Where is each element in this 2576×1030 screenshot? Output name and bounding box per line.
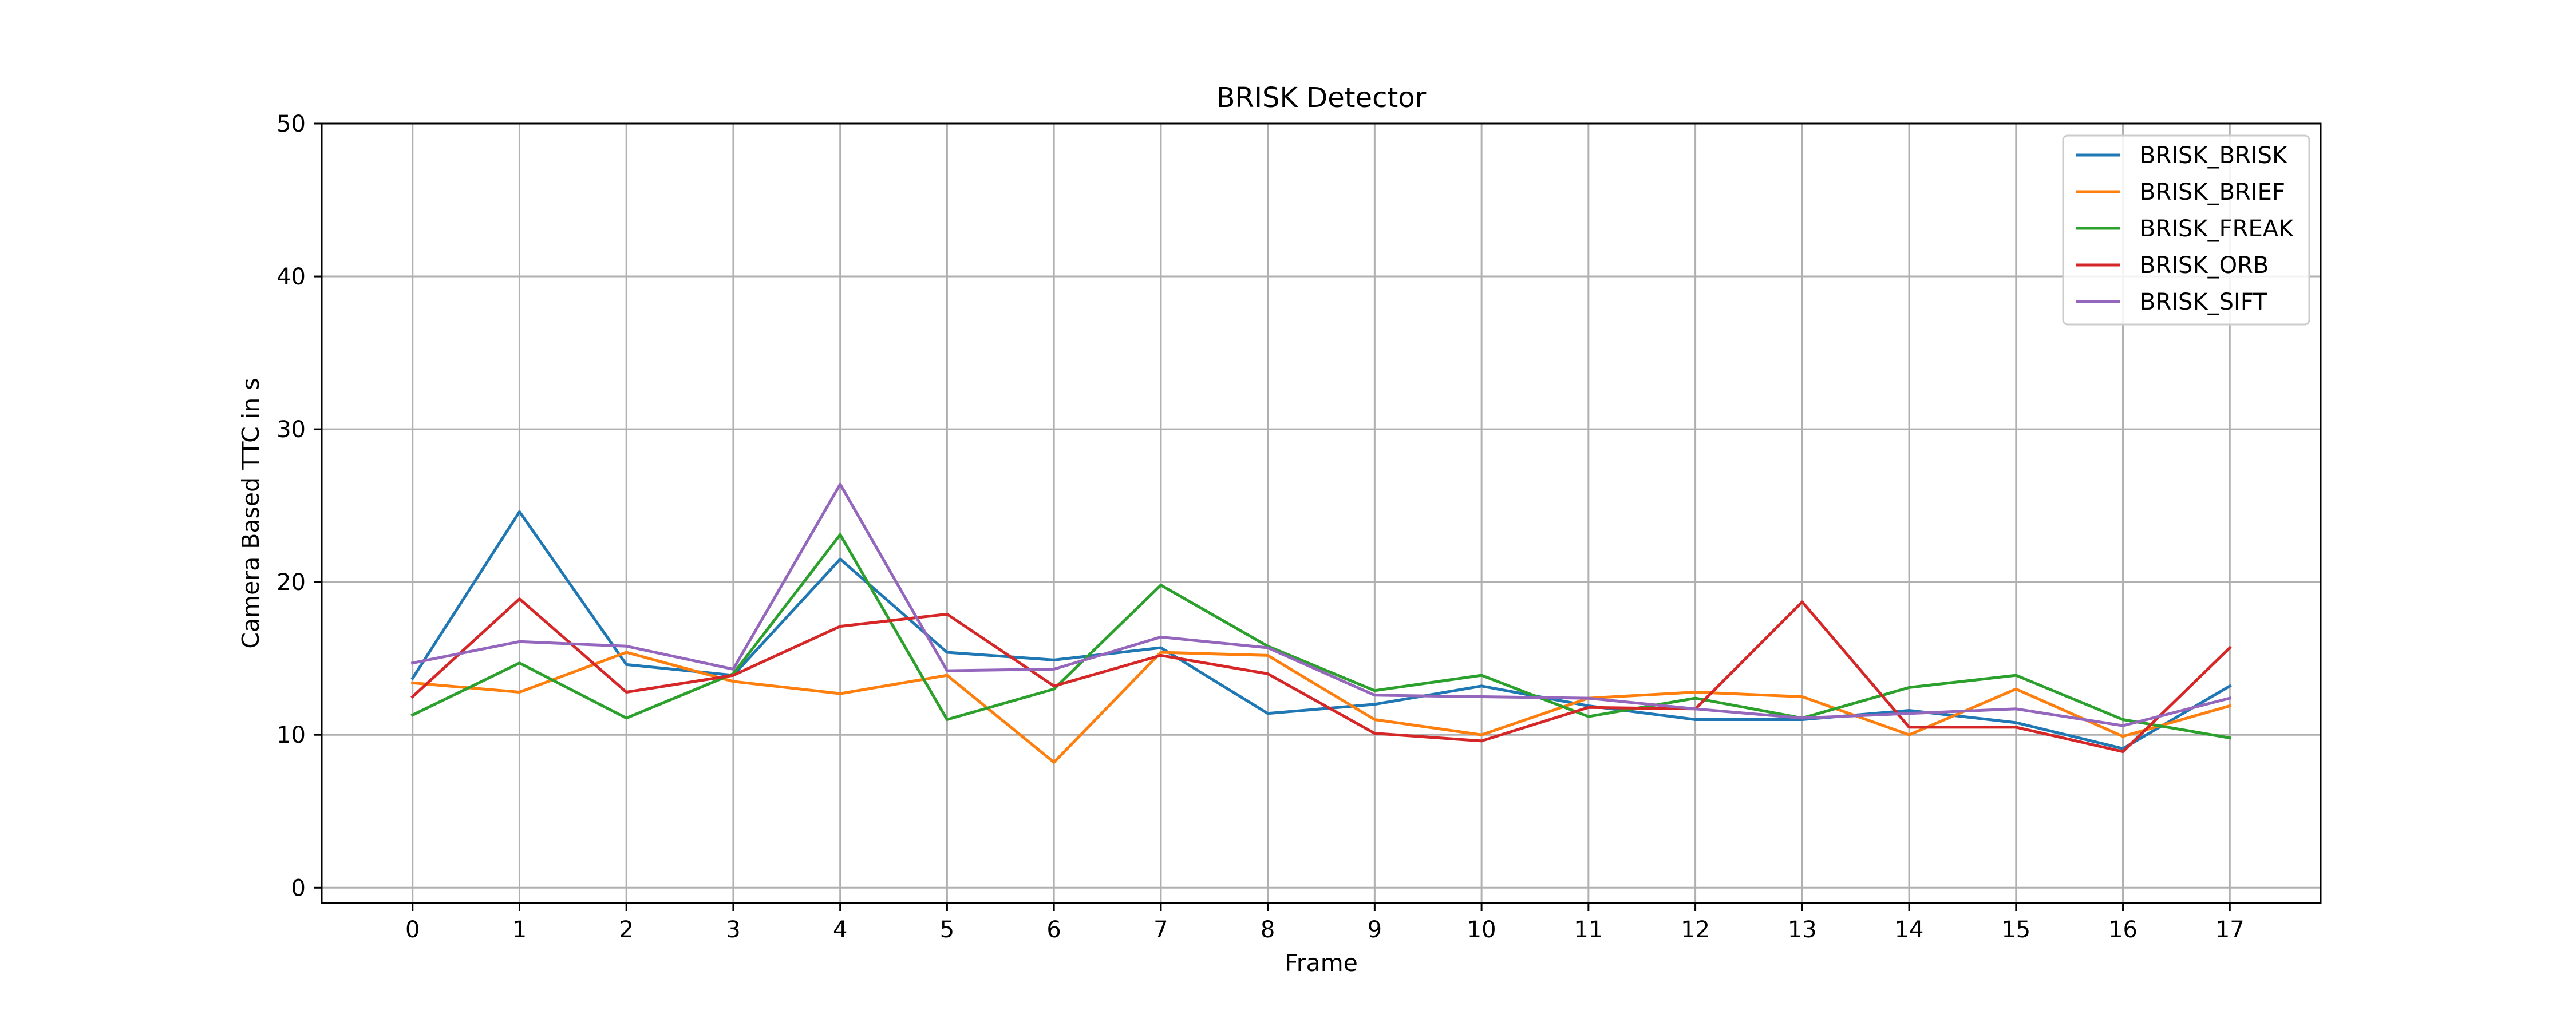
x-axis-ticks: 0 1 2 3 4 5 6 7 8 9 10 11 12 13 14 15 16 17: [405, 903, 2245, 943]
x-tick-label: 0: [405, 917, 420, 943]
legend-box: [2062, 134, 2310, 326]
x-tick-label: 10: [1467, 917, 1496, 943]
series-line-brisk-orb: [410, 597, 2232, 754]
y-tick-label: 20: [276, 569, 306, 596]
plot-series: [410, 482, 2232, 764]
x-tick-label: 7: [1153, 917, 1168, 943]
y-tick-label: 40: [276, 264, 306, 290]
x-tick-label: 2: [619, 917, 633, 943]
y-axis-ticks: 0 10 20 30 40 50: [276, 111, 322, 901]
series-line-brisk-sift: [410, 482, 2232, 727]
x-tick-label: 9: [1368, 917, 1382, 943]
x-tick-label: 1: [512, 917, 527, 943]
y-tick-label: 0: [291, 875, 306, 901]
x-tick-label: 4: [833, 917, 847, 943]
legend-label-brisk-sift: BRISK_SIFT: [2140, 289, 2267, 315]
x-tick-label: 13: [1788, 917, 1817, 943]
x-tick-label: 5: [940, 917, 954, 943]
x-tick-label: 3: [726, 917, 740, 943]
y-axis-label: Camera Based TTC in s: [237, 378, 264, 648]
plot-frame: [321, 122, 2322, 904]
x-tick-label: 6: [1046, 917, 1061, 943]
x-tick-label: 16: [2108, 917, 2138, 943]
series-line-brisk-freak: [410, 533, 2232, 740]
legend-label-brisk-freak: BRISK_FREAK: [2140, 216, 2294, 242]
x-tick-label: 14: [1895, 917, 1924, 943]
legend-label-brisk-orb: BRISK_ORB: [2140, 252, 2269, 279]
chart-title: BRISK Detector: [1216, 82, 1427, 114]
y-tick-label: 10: [276, 722, 306, 748]
y-tick-label: 30: [276, 417, 306, 443]
legend-label-brisk-brisk: BRISK_BRISK: [2140, 142, 2288, 169]
legend-items: BRISK_BRISK BRISK_BRIEF BRISK_FREAK BRISK_O…: [2076, 142, 2294, 315]
x-tick-label: 12: [1681, 917, 1710, 943]
x-tick-label: 17: [2215, 917, 2245, 943]
legend: BRISK_BRISK BRISK_BRIEF BRISK_FREAK BRISK_O…: [2062, 134, 2310, 326]
x-tick-label: 15: [2001, 917, 2030, 943]
legend-label-brisk-brief: BRISK_BRIEF: [2140, 179, 2285, 205]
x-axis-label: Frame: [1285, 949, 1358, 977]
x-tick-label: 8: [1261, 917, 1275, 943]
y-tick-label: 50: [276, 111, 306, 137]
x-tick-label: 11: [1574, 917, 1603, 943]
